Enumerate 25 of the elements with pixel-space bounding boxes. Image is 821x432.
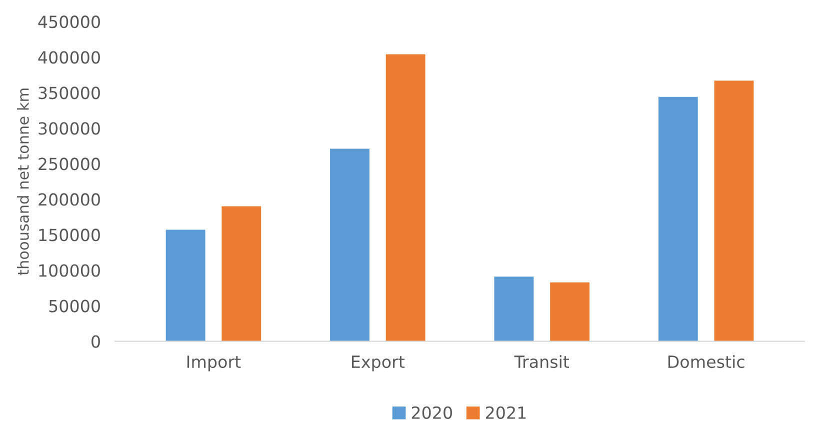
bar [386,54,426,342]
y-tick-label: 400000 [38,51,100,64]
bar [166,230,206,342]
legend-label: 2021 [486,406,526,419]
y-tick-label: 200000 [38,193,100,206]
bar [330,148,370,342]
y-tick-label: 150000 [39,228,100,242]
x-tick-label: Transit [514,355,570,368]
y-axis-title: thoousand net tonne km [17,88,29,276]
y-tick-label: 300000 [38,122,100,135]
y-tick-label: 450000 [38,16,100,28]
bar [658,96,698,342]
y-tick-label: 250000 [38,158,100,170]
x-tick-label: Import [187,356,241,372]
bar [550,282,590,342]
legend-label: 2020 [412,406,452,419]
bar [222,206,262,342]
x-tick-label: Export [352,356,405,372]
y-tick-label: 350000 [38,86,100,100]
bar [494,276,534,342]
y-tick-label: 50000 [49,300,100,312]
y-tick-label: 100000 [39,264,100,277]
y-tick-label: 0 [92,335,100,348]
x-tick-label: Domestic [668,355,744,368]
bar [714,80,754,342]
